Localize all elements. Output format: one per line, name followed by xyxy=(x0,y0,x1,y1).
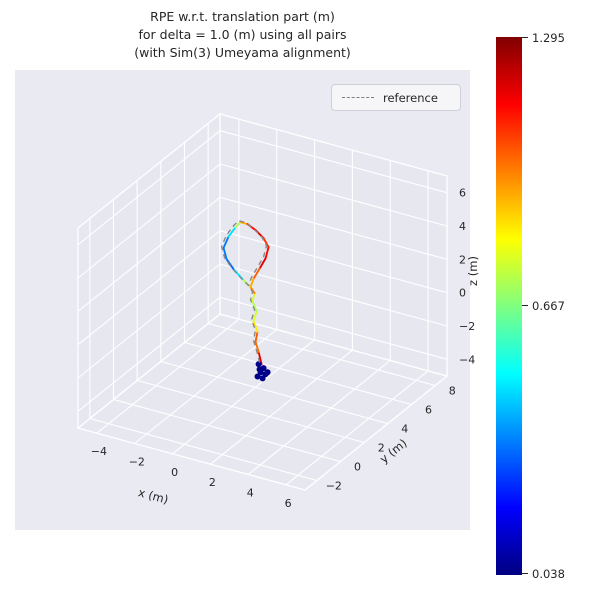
z-tick-label: 4 xyxy=(459,220,466,233)
trajectory-segment xyxy=(262,237,270,249)
trajectory-segment xyxy=(252,310,258,323)
x-tick-label: 4 xyxy=(247,487,254,500)
trajectory-segment xyxy=(252,267,261,280)
trajectory-start-point xyxy=(256,366,263,373)
grid-line xyxy=(247,360,391,475)
grid-line xyxy=(219,230,448,294)
grid-line xyxy=(219,130,448,194)
trajectory-segment xyxy=(227,226,237,238)
grid-line xyxy=(208,322,436,387)
trajectory-segment xyxy=(249,286,256,295)
trajectory-start-point xyxy=(259,375,266,382)
grid-line xyxy=(219,196,448,260)
grid-line xyxy=(160,360,388,425)
grid-line xyxy=(77,130,221,246)
grid-line xyxy=(77,230,221,346)
trajectory-segment xyxy=(264,246,270,260)
reference-trajectory-line xyxy=(220,219,268,363)
z-tick-label: −4 xyxy=(459,353,475,366)
grid-line xyxy=(184,341,412,406)
grid-line xyxy=(219,163,448,227)
colorbar-label-mid: 0.667 xyxy=(532,299,565,313)
grid-line xyxy=(219,263,448,327)
z-tick-label: 0 xyxy=(459,287,466,300)
grid-line xyxy=(96,318,240,434)
grid-line xyxy=(113,398,341,463)
grid-line xyxy=(77,196,221,312)
trajectory-segment xyxy=(254,340,260,353)
grid-line xyxy=(89,417,317,482)
trajectory-segment xyxy=(225,258,235,271)
chart-title: RPE w.r.t. translation part (m) for delt… xyxy=(134,9,351,61)
colorbar xyxy=(496,37,522,575)
trajectory-start-point xyxy=(264,369,271,376)
grid-line xyxy=(137,379,365,444)
trajectory-segment xyxy=(251,292,256,303)
trajectory-segment xyxy=(252,320,259,333)
trajectory-segment xyxy=(249,277,255,289)
grid-line xyxy=(172,339,315,455)
trajectory-segment xyxy=(258,257,267,270)
grid-line xyxy=(77,163,221,279)
x-tick-label: −2 xyxy=(129,456,145,469)
y-tick-label: 4 xyxy=(401,423,408,436)
colorbar-label-max: 1.295 xyxy=(532,31,565,45)
z-axis-label: z (m) xyxy=(465,256,480,286)
grid-line xyxy=(77,296,221,412)
legend: reference xyxy=(331,84,461,111)
trajectory-segment xyxy=(239,221,249,226)
trajectory-start-point xyxy=(254,373,261,380)
z-tick-label: 2 xyxy=(459,253,466,266)
y-tick-label: 8 xyxy=(449,385,456,398)
colorbar-label-min: 0.038 xyxy=(532,567,565,581)
trajectory-segment xyxy=(257,351,263,366)
grid-line xyxy=(285,370,429,486)
y-tick-label: −2 xyxy=(326,480,342,493)
trajectory-segment xyxy=(254,330,259,343)
grid-line xyxy=(77,263,221,379)
trajectory-segment xyxy=(234,221,242,229)
x-tick-label: 0 xyxy=(171,466,178,479)
trajectory-segment xyxy=(222,246,228,260)
y-tick-label: 0 xyxy=(354,461,361,474)
colorbar-tick-min xyxy=(522,573,528,575)
trajectory-start-point xyxy=(255,361,262,368)
trajectory-segment xyxy=(222,235,230,249)
reference-dashed-line-sample xyxy=(342,97,374,98)
grid-line xyxy=(219,296,448,360)
x-tick-label: 6 xyxy=(285,497,292,510)
z-tick-label: 6 xyxy=(459,187,466,200)
grid-line xyxy=(210,349,353,465)
grid-line xyxy=(134,329,278,444)
z-tick-label: −2 xyxy=(459,320,475,333)
x-tick-label: −4 xyxy=(91,445,107,458)
colorbar-tick-mid xyxy=(522,305,528,307)
y-tick-label: 6 xyxy=(425,404,432,417)
colorbar-tick-max xyxy=(522,37,528,39)
trajectory-segment xyxy=(251,300,258,313)
x-tick-label: 2 xyxy=(209,476,216,489)
y-tick-label: 2 xyxy=(378,442,385,455)
legend-label: reference xyxy=(383,90,438,105)
